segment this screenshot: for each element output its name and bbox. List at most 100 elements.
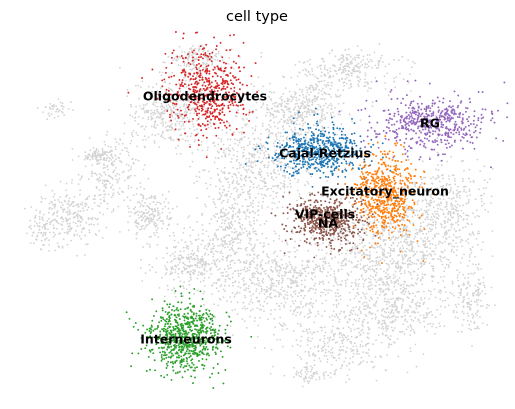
unlabeled-cell-point (294, 279, 297, 282)
unlabeled-cell-point (419, 266, 422, 269)
unlabeled-cell-point (393, 249, 396, 252)
unlabeled-cell-point (368, 257, 371, 259)
unlabeled-cell-point (250, 295, 253, 297)
unlabeled-cell-point (434, 178, 437, 181)
unlabeled-cell-point (308, 111, 311, 114)
unlabeled-cell-point (242, 191, 245, 194)
unlabeled-cell-point (118, 143, 120, 145)
unlabeled-cell-point (156, 243, 159, 246)
unlabeled-cell-point (421, 273, 424, 275)
unlabeled-cell-point (384, 316, 387, 319)
unlabeled-cell-point (115, 167, 117, 169)
unlabeled-cell-point (230, 207, 233, 210)
unlabeled-cell-point (387, 252, 389, 254)
unlabeled-cell-point (241, 223, 244, 226)
unlabeled-cell-point (347, 230, 349, 233)
unlabeled-cell-point (375, 281, 378, 284)
unlabeled-cell-point (243, 268, 246, 271)
unlabeled-cell-point (111, 184, 114, 187)
unlabeled-cell-point (306, 104, 309, 106)
unlabeled-cell-point (310, 311, 312, 314)
unlabeled-cell-point (108, 182, 111, 185)
unlabeled-cell-point (288, 90, 291, 93)
unlabeled-cell-point (228, 218, 230, 220)
unlabeled-cell-point (264, 97, 266, 100)
unlabeled-cell-point (227, 63, 229, 65)
unlabeled-cell-point (417, 311, 419, 314)
unlabeled-cell-point (455, 242, 457, 245)
unlabeled-cell-point (347, 274, 350, 277)
unlabeled-cell-point (407, 311, 409, 314)
unlabeled-cell-point (248, 205, 250, 208)
unlabeled-cell-point (330, 349, 333, 351)
unlabeled-cell-point (131, 115, 134, 118)
unlabeled-cell-point (367, 83, 369, 85)
unlabeled-cell-point (345, 252, 347, 255)
unlabeled-cell-point (401, 230, 404, 233)
unlabeled-cell-point (71, 147, 74, 150)
unlabeled-cell-point (281, 286, 284, 289)
unlabeled-cell-point (287, 177, 290, 179)
unlabeled-cell-point (475, 238, 478, 240)
unlabeled-cell-point (238, 281, 241, 284)
unlabeled-cell-point (425, 232, 428, 235)
unlabeled-cell-point (455, 210, 458, 212)
unlabeled-cell-point (437, 207, 439, 210)
unlabeled-cell-point (296, 199, 298, 202)
unlabeled-cell-point (269, 292, 272, 294)
unlabeled-cell-point (402, 286, 405, 289)
unlabeled-cell-point (62, 238, 65, 241)
unlabeled-cell-point (304, 270, 307, 273)
unlabeled-cell-point (321, 271, 324, 273)
unlabeled-cell-point (179, 114, 182, 117)
unlabeled-cell-point (325, 275, 328, 277)
unlabeled-cell-point (66, 228, 69, 231)
unlabeled-cell-point (426, 211, 428, 213)
unlabeled-cell-point (401, 55, 404, 58)
unlabeled-cell-point (224, 290, 226, 292)
unlabeled-cell-point (261, 280, 264, 282)
unlabeled-cell-point (281, 206, 284, 209)
unlabeled-cell-point (222, 143, 225, 146)
unlabeled-cell-point (343, 59, 345, 62)
unlabeled-cell-point (364, 62, 367, 65)
unlabeled-cell-point (253, 156, 256, 159)
unlabeled-cell-point (256, 257, 259, 259)
unlabeled-cell-point (259, 174, 262, 177)
unlabeled-cell-point (168, 235, 171, 237)
unlabeled-cell-point (436, 151, 439, 154)
unlabeled-cell-point (200, 243, 203, 246)
unlabeled-cell-point (360, 296, 363, 299)
unlabeled-cell-point (453, 228, 456, 230)
unlabeled-cell-point (237, 259, 240, 261)
unlabeled-cell-point (331, 351, 334, 354)
unlabeled-cell-point (93, 201, 96, 204)
unlabeled-cell-point (289, 111, 292, 113)
unlabeled-cell-point (164, 61, 166, 64)
unlabeled-cell-point (340, 262, 343, 265)
unlabeled-cell-point (123, 179, 126, 182)
unlabeled-cell-point (311, 333, 313, 335)
unlabeled-cell-point (307, 313, 309, 315)
unlabeled-cell-point (430, 177, 432, 180)
unlabeled-cell-point (230, 240, 232, 242)
unlabeled-cell-point (249, 186, 251, 188)
unlabeled-cell-point (379, 238, 382, 241)
unlabeled-cell-point (476, 215, 479, 217)
unlabeled-cell-point (270, 287, 273, 289)
unlabeled-cell-point (196, 180, 199, 183)
unlabeled-cell-point (426, 202, 428, 205)
unlabeled-cell-point (114, 158, 117, 161)
unlabeled-cell-point (265, 150, 267, 153)
unlabeled-cell-point (260, 96, 263, 99)
unlabeled-cell-point (342, 66, 345, 68)
unlabeled-cell-point (456, 245, 459, 248)
unlabeled-cell-point (349, 83, 352, 86)
unlabeled-cell-point (327, 336, 329, 339)
unlabeled-cell-point (319, 267, 321, 270)
unlabeled-cell-point (49, 221, 51, 224)
unlabeled-cell-point (327, 72, 329, 74)
unlabeled-cell-point (234, 293, 237, 296)
unlabeled-cell-point (71, 202, 74, 204)
unlabeled-cell-point (263, 185, 266, 188)
